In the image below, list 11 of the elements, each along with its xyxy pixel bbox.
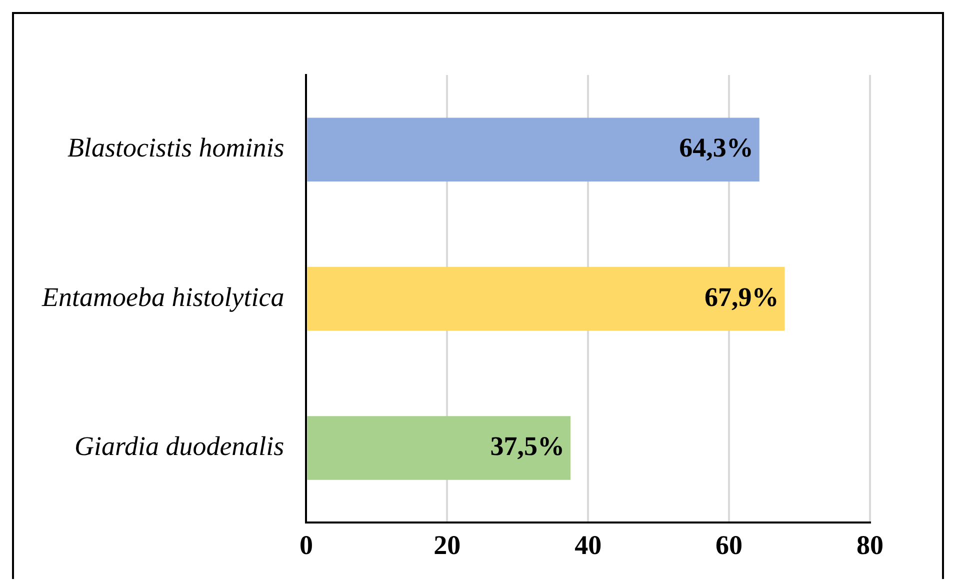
y-tick-label: Blastocistis hominis xyxy=(67,132,284,163)
data-label: 37,5% xyxy=(490,430,564,461)
x-tick-label: 20 xyxy=(434,530,461,560)
x-tick-label: 40 xyxy=(574,530,602,560)
data-label: 64,3% xyxy=(679,132,754,163)
x-tick-label: 0 xyxy=(299,530,313,560)
x-tick-label: 80 xyxy=(856,530,884,560)
y-tick-label: Giardia duodenalis xyxy=(74,431,284,462)
x-tick-label: 60 xyxy=(716,530,743,560)
data-label: 67,9% xyxy=(704,282,779,312)
y-tick-label: Entamoeba histolytica xyxy=(40,282,284,312)
